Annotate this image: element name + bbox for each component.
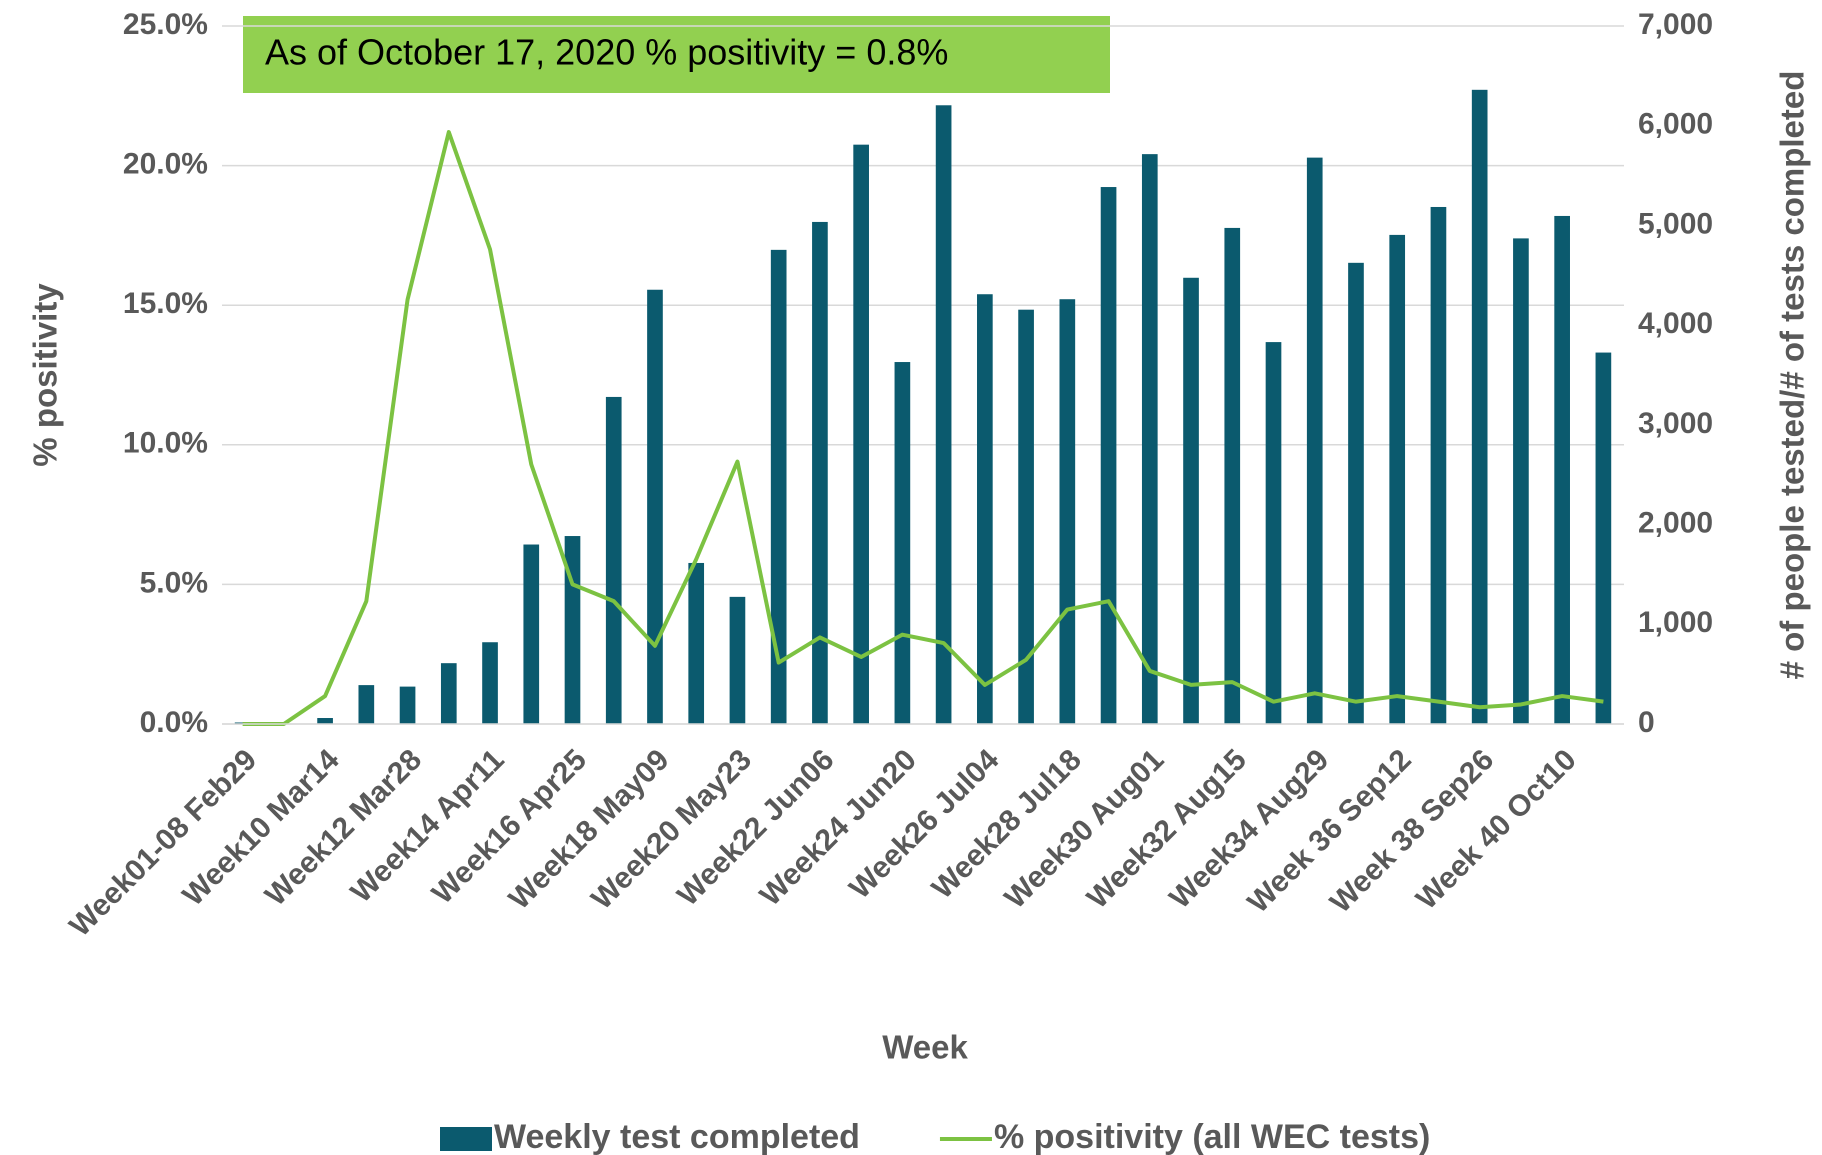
y-tick-label: 25.0% <box>123 8 208 41</box>
bar <box>523 544 540 724</box>
y-tick-label: 20.0% <box>123 148 208 181</box>
bar <box>605 396 622 724</box>
y2-axis-title: # of people tested/# of tests completed <box>1774 71 1811 680</box>
bar <box>853 144 869 724</box>
bar <box>399 686 416 724</box>
y2-tick-label: 6,000 <box>1638 108 1713 141</box>
bar <box>812 221 828 724</box>
y-tick-label: 0.0% <box>140 706 208 739</box>
bar <box>1513 238 1529 725</box>
bar <box>1265 342 1282 724</box>
bar <box>647 289 663 724</box>
bar <box>1389 234 1406 724</box>
line <box>242 130 1604 726</box>
bar <box>1348 262 1364 724</box>
x-tick-label: Week26 Jul04 <box>843 743 1005 905</box>
bar <box>688 562 705 724</box>
bar <box>935 105 952 725</box>
bar <box>1183 277 1199 724</box>
bar <box>1224 227 1241 724</box>
legend-swatch <box>440 1127 492 1151</box>
annotation-box <box>243 16 1110 93</box>
bar <box>729 596 746 724</box>
bar <box>317 718 333 724</box>
y-tick-label: 15.0% <box>123 287 208 320</box>
y2-tick-label: 3,000 <box>1638 407 1713 440</box>
bar <box>1018 309 1034 724</box>
bar <box>770 249 787 724</box>
annotation: As of October 17, 2020 % positivity = 0.… <box>265 32 948 73</box>
y2-tick-label: 1,000 <box>1638 606 1713 639</box>
y-axis-title: % positivity <box>27 283 64 467</box>
y2-tick-label: 4,000 <box>1638 307 1713 340</box>
x-tick-label: Week28 Jul18 <box>926 743 1088 905</box>
bar <box>1306 157 1323 724</box>
bar <box>1100 187 1117 724</box>
y-tick-label: 5.0% <box>140 566 208 599</box>
bar <box>564 536 581 724</box>
bar <box>358 685 375 724</box>
y2-tick-label: 7,000 <box>1638 8 1713 41</box>
bar <box>1471 89 1488 725</box>
y2-tick-label: 5,000 <box>1638 207 1713 240</box>
x-axis-title: Week <box>882 1029 968 1066</box>
bar <box>1141 154 1158 724</box>
bar <box>1059 299 1076 724</box>
y2-tick-label: 0 <box>1638 706 1655 739</box>
bar <box>440 663 457 724</box>
y2-tick-label: 2,000 <box>1638 506 1713 539</box>
y-tick-label: 10.0% <box>123 427 208 460</box>
bar <box>482 642 498 724</box>
bar <box>977 294 993 724</box>
bar <box>894 362 911 724</box>
bar <box>1554 215 1570 724</box>
bar <box>1595 352 1612 724</box>
legend-label: % positivity (all WEC tests) <box>994 1118 1430 1155</box>
legend-label: Weekly test completed <box>494 1118 860 1155</box>
bar <box>1430 206 1447 724</box>
